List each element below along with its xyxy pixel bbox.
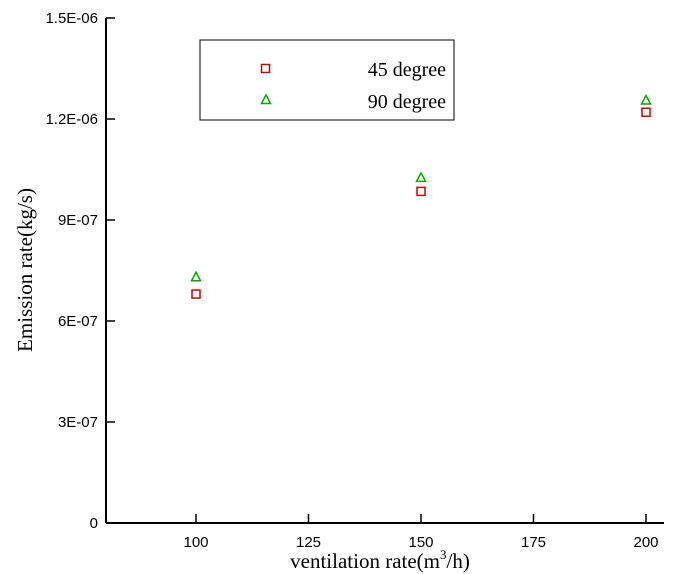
x-tick-label: 175 [521, 534, 546, 551]
series-0 [191, 107, 651, 299]
legend-label-90-degree: 90 degree [368, 91, 446, 113]
legend: 45 degree 90 degree [199, 39, 455, 121]
x-axis-title-sup: 3 [440, 547, 447, 562]
y-tick-label: 3E-07 [58, 414, 98, 431]
data-point-triangle [415, 171, 427, 183]
legend-marker-45-degree [260, 63, 271, 74]
x-tick-label: 200 [633, 534, 658, 551]
x-tick-label: 100 [183, 534, 208, 551]
data-point-square [191, 289, 201, 299]
series-1 [190, 93, 652, 282]
x-ticks: 100 125 150 175 200 [183, 514, 659, 551]
series-layer [190, 93, 652, 299]
legend-marker-90-degree [260, 93, 272, 105]
y-tick-label: 1.5E-06 [45, 10, 98, 27]
x-axis-title-suffix: /h) [447, 549, 470, 573]
data-point-square [416, 186, 426, 197]
legend-label-45-degree: 45 degree [368, 59, 446, 81]
axes [105, 18, 664, 524]
x-axis-title: ventilation rate(m3/h) [290, 547, 470, 573]
data-point-triangle [640, 93, 652, 105]
y-tick-label: 9E-07 [58, 212, 98, 229]
x-axis-title-main: ventilation rate(m [290, 549, 440, 573]
y-tick-label: 0 [90, 515, 98, 532]
y-axis-title: Emission rate(kg/s) [13, 188, 37, 352]
data-point-square [641, 107, 651, 118]
y-ticks: 0 3E-07 6E-07 9E-07 1.2E-06 1.5E-06 [45, 10, 115, 532]
x-tick-label: 150 [408, 534, 433, 551]
data-point-triangle [190, 270, 202, 282]
legend-box [199, 39, 455, 121]
x-tick-label: 125 [296, 534, 321, 551]
y-tick-label: 6E-07 [58, 313, 98, 330]
y-tick-label: 1.2E-06 [45, 111, 98, 128]
